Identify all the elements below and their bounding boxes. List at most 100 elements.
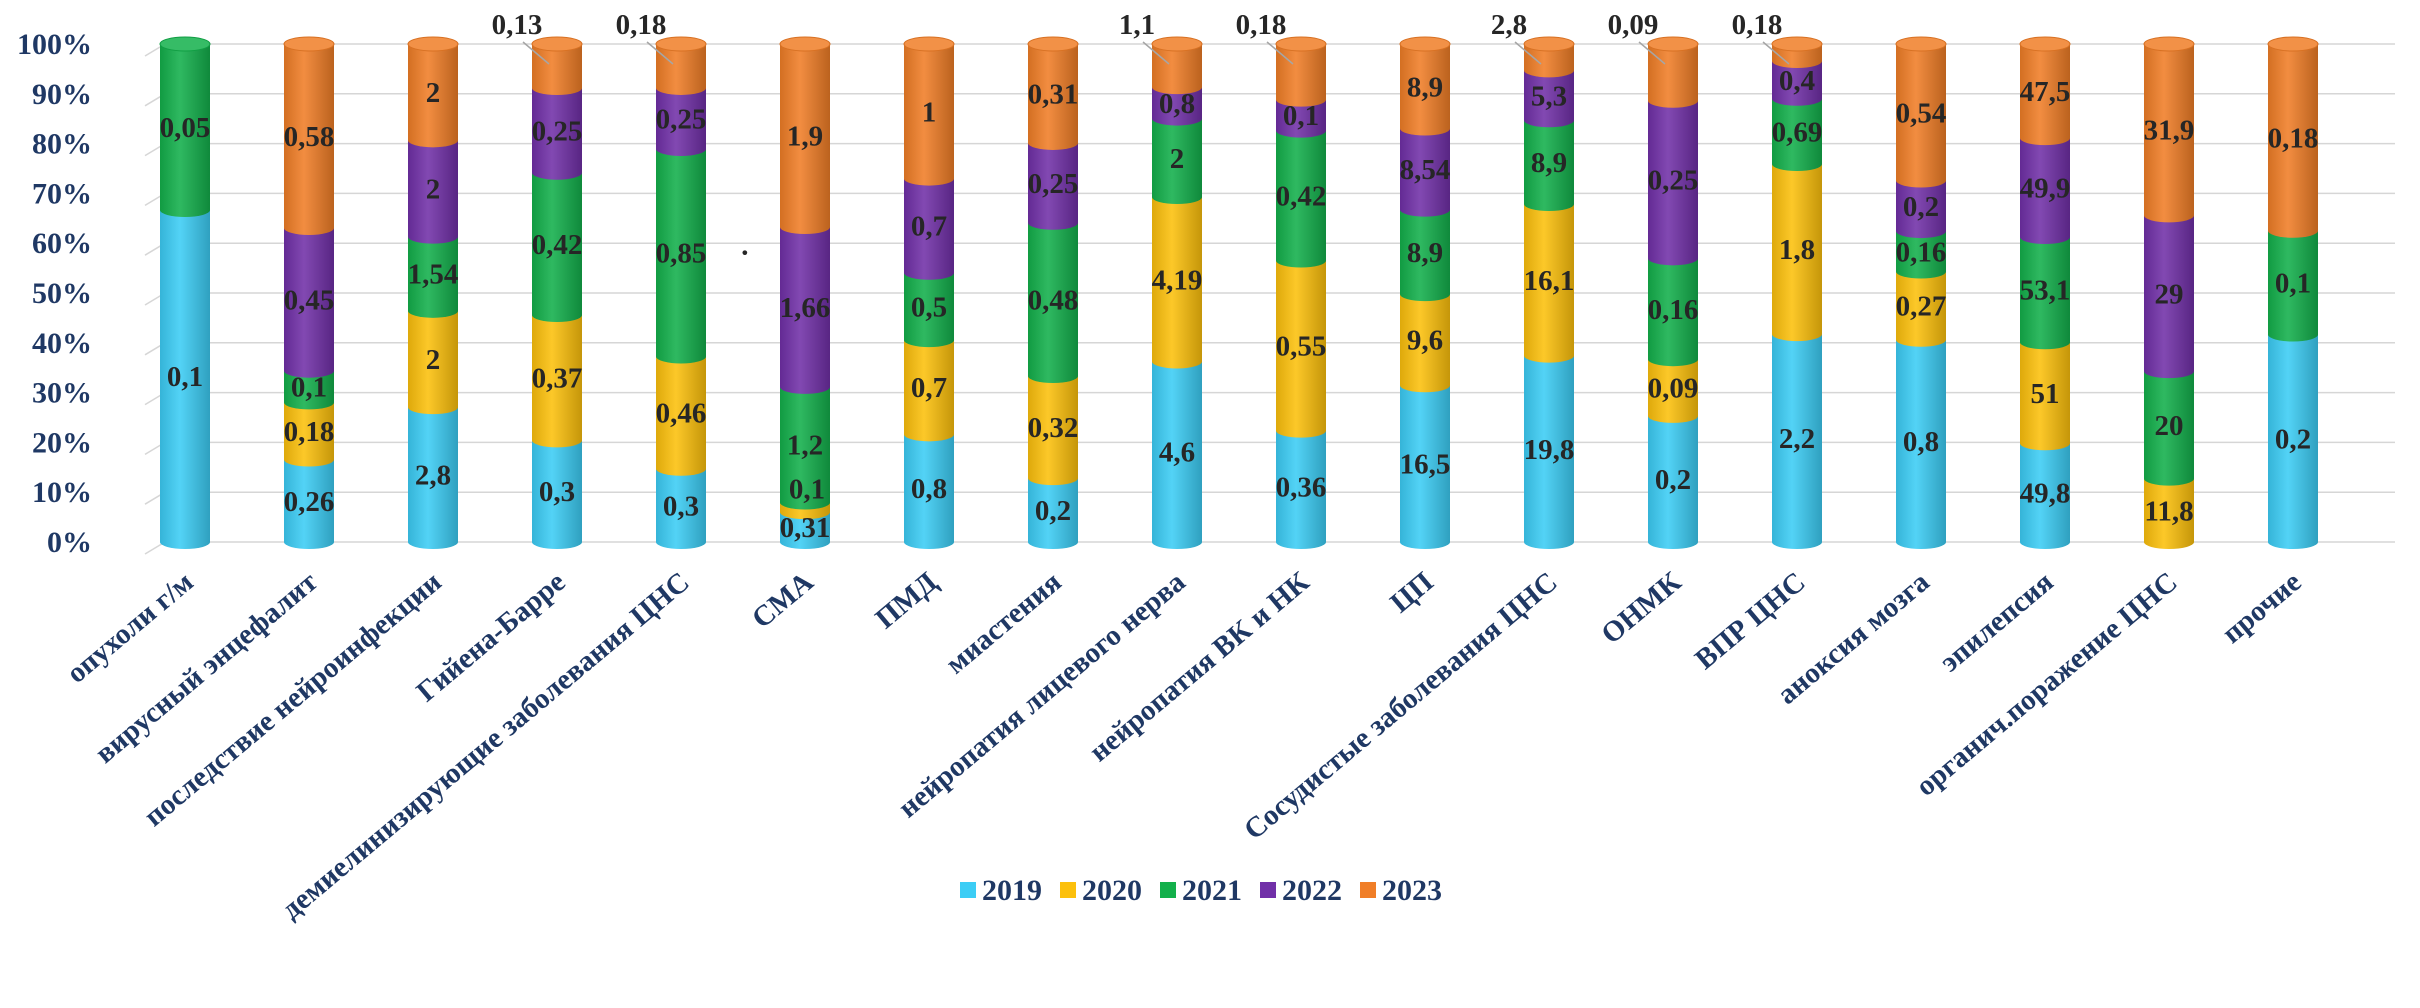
data-label-2023: 0,09	[1608, 9, 1659, 41]
data-label-2020: 11,8	[2144, 495, 2193, 527]
bar-segment-2020	[1400, 294, 1450, 393]
y-axis-ticks: 0% 10% 20% 30% 40% 50% 60% 70% 80% 90% 100%	[17, 28, 92, 559]
bar-segment-2021	[1152, 118, 1202, 205]
data-label-2019: 19,8	[1524, 434, 1575, 466]
bar-stack	[2267, 36, 2319, 549]
bar-segment-2019	[780, 512, 830, 549]
bar-segment-2020	[408, 310, 458, 415]
data-label-2020: 0,32	[1028, 412, 1079, 444]
data-label-2023: 0,54	[1896, 97, 1947, 129]
data-label-2019: 2,8	[415, 460, 451, 492]
bar-segment-2021	[2268, 230, 2318, 342]
bar-stack	[1399, 36, 1451, 549]
bar-segment-2023	[656, 44, 706, 95]
bar-top-cap	[1027, 36, 1079, 52]
bar-stack	[159, 36, 211, 549]
bar-segment-2020	[2020, 342, 2070, 451]
bar-stack	[1647, 36, 1699, 549]
bar-segment-2023	[1028, 44, 1078, 150]
data-label-2022: 2	[426, 173, 441, 205]
bar-segment-2022	[904, 178, 954, 280]
y-tick-label: 40%	[32, 327, 92, 360]
bar-segment-2019	[1276, 430, 1326, 549]
data-label-2019: 0,36	[1276, 471, 1327, 503]
bar-segment-2022	[1400, 128, 1450, 217]
bar-segment-2019	[532, 440, 582, 549]
bar-segment-2020	[1772, 164, 1822, 342]
bar-stack	[1895, 36, 1947, 549]
data-label-2022: 1,66	[780, 292, 831, 324]
bar-segment-2023	[2268, 44, 2318, 238]
bar-stack	[655, 36, 707, 549]
data-label-2023: 0,18	[1732, 9, 1783, 41]
bar-top-cap	[2019, 36, 2071, 52]
y-tick-label: 100%	[17, 28, 92, 61]
bar-segment-2019	[2020, 443, 2070, 549]
bar-segment-2020	[656, 356, 706, 476]
data-label-2019: 0,3	[663, 490, 699, 522]
data-label-2023: 1,9	[787, 121, 823, 153]
data-label-2022: 8,54	[1400, 154, 1451, 186]
data-label-2019: 49,8	[2020, 478, 2071, 510]
data-label-2020: 0,1	[789, 474, 825, 506]
data-label-2023: 0,58	[284, 121, 335, 153]
data-label-2019: 0,26	[284, 486, 335, 518]
bar-segment-2019	[1152, 361, 1202, 549]
data-label-2023: 2	[426, 77, 441, 109]
bar-segment-2019	[1772, 334, 1822, 549]
bar-top-cap	[407, 36, 459, 52]
bar-top-cap	[1275, 36, 1327, 52]
bar-segment-2022	[1648, 100, 1698, 266]
leader-line	[1266, 41, 1294, 65]
data-label-2022: 0,4	[1779, 65, 1815, 97]
bar-top-cap	[1771, 36, 1823, 52]
bar-stack	[283, 36, 335, 549]
data-label-2022: 5,3	[1531, 80, 1567, 112]
y-tick-label: 70%	[32, 177, 92, 210]
bar-segment-2021	[1524, 120, 1574, 212]
bar-segment-2023	[408, 44, 458, 148]
data-label-2021: 0,05	[160, 112, 211, 144]
bar-segment-2023	[1152, 44, 1202, 95]
bar-segment-2021	[1772, 98, 1822, 172]
bar-top-cap	[531, 36, 583, 52]
bar-segment-2021	[2144, 371, 2194, 486]
bar-segment-2023	[532, 44, 582, 96]
data-label-2022: 49,9	[2020, 173, 2071, 205]
data-label-2022: 0,25	[1648, 165, 1699, 197]
bar-segment-2019	[408, 407, 458, 549]
data-label-2020: 0,55	[1276, 331, 1327, 363]
data-label-2023: 47,5	[2020, 76, 2071, 108]
bar-top-cap	[779, 36, 831, 52]
bar-segment-2022	[1276, 99, 1326, 138]
data-label-2019: 16,5	[1400, 449, 1451, 481]
data-label-2021: 8,9	[1531, 147, 1567, 179]
y-tick-label: 20%	[32, 426, 92, 459]
bar-stack	[407, 36, 459, 549]
x-tick-label: миастения	[940, 566, 1068, 681]
bar-top-cap	[1523, 36, 1575, 52]
bar-segment-2023	[1276, 44, 1326, 107]
data-label-2020: 4,19	[1152, 264, 1203, 296]
bar-segment-2022	[1152, 87, 1202, 126]
data-label-2023: 1,1	[1119, 9, 1155, 41]
bar-stack	[531, 36, 583, 549]
data-label-2021: 0,48	[1028, 284, 1079, 316]
bar-stack	[779, 36, 831, 549]
data-label-2019: 0,8	[911, 473, 947, 505]
legend-label-2020: 2020	[1082, 874, 1142, 907]
bar-segment-2022	[2020, 138, 2070, 245]
data-label-2020: 1,8	[1779, 234, 1815, 266]
bar-top-cap	[1647, 36, 1699, 52]
data-label-2021: 0,69	[1772, 116, 1823, 148]
bar-top-cap	[1895, 36, 1947, 52]
legend-swatch-2019	[960, 882, 976, 898]
data-label-2023: 1	[922, 96, 937, 128]
bar-segment-2019	[1400, 385, 1450, 549]
data-label-2022: 0,7	[911, 211, 947, 243]
x-tick-label: ЦП	[1384, 566, 1439, 620]
bar-segment-2020	[904, 340, 954, 442]
data-label-2020: 0,18	[284, 416, 335, 448]
x-tick-label: нейропатия ВК и НК	[1083, 566, 1315, 768]
bar-segment-2022	[1772, 61, 1822, 106]
